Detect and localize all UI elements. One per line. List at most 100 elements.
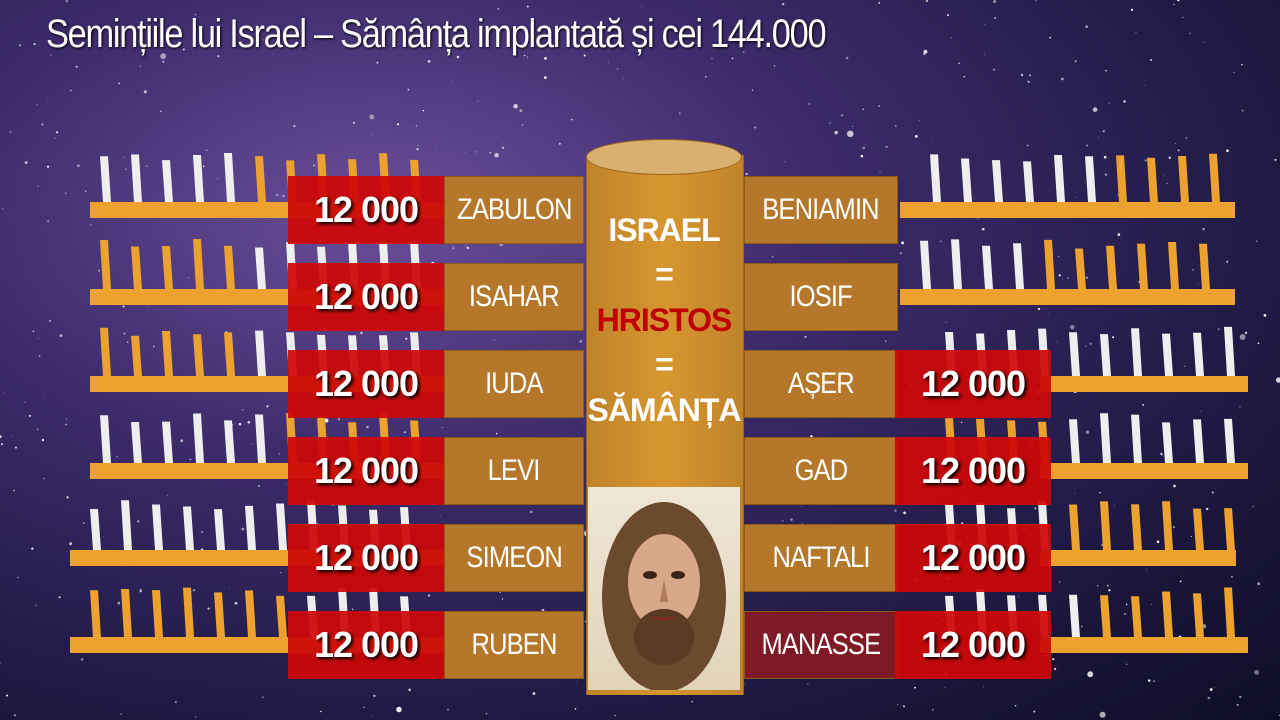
- star: [745, 172, 748, 175]
- comb-tooth: [276, 503, 287, 550]
- star: [950, 37, 952, 39]
- star: [960, 421, 963, 424]
- star: [84, 190, 87, 193]
- comb-tooth: [1168, 241, 1179, 289]
- star: [1125, 663, 1128, 665]
- star: [120, 713, 123, 715]
- star: [1218, 36, 1220, 38]
- comb-tooth: [1224, 587, 1235, 637]
- comb-tooth: [1116, 155, 1127, 202]
- comb-tooth: [961, 158, 972, 202]
- star: [1168, 156, 1172, 159]
- right-tribe-name: IOSIF: [744, 263, 898, 331]
- star: [612, 25, 615, 27]
- comb-tooth: [1162, 422, 1173, 463]
- star: [352, 121, 356, 124]
- star: [47, 220, 49, 223]
- star: [241, 527, 245, 531]
- star: [1104, 173, 1108, 176]
- star: [1058, 581, 1061, 583]
- star: [616, 67, 619, 70]
- comb-tooth: [162, 160, 173, 202]
- star: [784, 161, 786, 163]
- star: [1257, 582, 1261, 586]
- star: [744, 684, 745, 686]
- left-tribe-name: SIMEON: [444, 524, 584, 592]
- star: [452, 247, 455, 250]
- star: [1020, 73, 1024, 77]
- star: [36, 104, 38, 105]
- comb-tooth: [1147, 157, 1158, 202]
- star: [1209, 688, 1213, 691]
- star: [1114, 504, 1115, 506]
- star: [1060, 77, 1064, 81]
- star: [1097, 136, 1099, 138]
- star: [376, 61, 379, 64]
- star: [1241, 63, 1243, 66]
- comb-tooth: [255, 247, 266, 289]
- star: [371, 715, 373, 717]
- star: [901, 241, 904, 245]
- comb-tooth: [1193, 593, 1204, 637]
- star: [243, 285, 245, 287]
- star: [337, 418, 340, 421]
- star: [1087, 671, 1094, 678]
- star: [278, 452, 281, 455]
- comb-tooth: [90, 508, 101, 550]
- star: [46, 165, 50, 168]
- star: [202, 165, 205, 168]
- star: [13, 489, 15, 492]
- star: [1106, 584, 1109, 587]
- star: [1130, 8, 1134, 11]
- star: [5, 694, 9, 697]
- comb-tooth: [1085, 156, 1096, 202]
- star: [1144, 159, 1147, 162]
- star: [153, 345, 155, 348]
- star: [37, 185, 39, 188]
- star: [17, 576, 19, 579]
- star: [1148, 679, 1151, 682]
- star: [854, 705, 856, 707]
- star: [80, 658, 84, 661]
- star: [1144, 84, 1145, 86]
- star: [435, 148, 437, 149]
- star: [177, 28, 179, 29]
- star: [35, 604, 37, 606]
- star: [125, 168, 127, 170]
- star: [262, 696, 264, 698]
- star: [371, 133, 373, 135]
- comb-tooth: [1224, 508, 1235, 550]
- star: [456, 55, 460, 59]
- star: [532, 692, 536, 695]
- star: [1173, 484, 1176, 488]
- star: [1163, 175, 1164, 177]
- star: [137, 520, 140, 523]
- star: [1124, 613, 1126, 615]
- star: [754, 126, 757, 129]
- star: [1092, 107, 1098, 112]
- comb-tooth: [1100, 334, 1111, 376]
- comb-tooth: [100, 415, 111, 463]
- left-count-box: 12 000: [288, 176, 444, 244]
- right-count-box: 12 000: [895, 611, 1051, 679]
- star: [1099, 711, 1106, 718]
- star: [251, 443, 253, 445]
- star: [614, 714, 616, 717]
- comb-base: [900, 202, 1235, 218]
- comb-tooth: [1224, 326, 1235, 376]
- star: [879, 170, 881, 172]
- left-tribe-name: ZABULON: [444, 176, 584, 244]
- comb-tooth: [1193, 332, 1204, 376]
- star: [38, 355, 41, 357]
- star: [1108, 589, 1111, 592]
- star: [1241, 109, 1244, 112]
- comb-tooth: [1193, 508, 1204, 550]
- star: [2, 207, 4, 209]
- star: [894, 125, 897, 128]
- comb-tooth: [951, 239, 962, 289]
- star: [276, 194, 278, 196]
- star: [312, 164, 315, 167]
- star: [58, 596, 61, 599]
- star: [961, 522, 964, 525]
- star: [1029, 74, 1031, 77]
